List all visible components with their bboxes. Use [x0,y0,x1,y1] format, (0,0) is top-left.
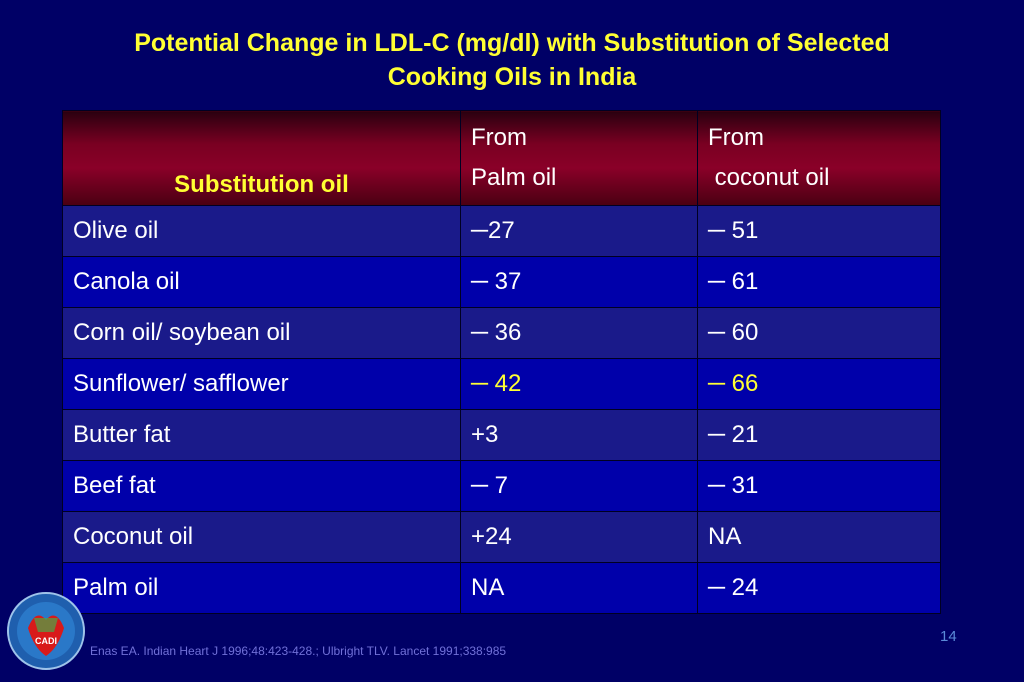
cell-palm-change: ─ 37 [460,256,698,308]
table-row: Canola oil ─ 37 ─ 61 [62,256,941,308]
header-palm-line-2: Palm oil [471,164,557,191]
header-coconut-line-1: From [708,124,764,151]
cell-coconut-change: ─ 24 [697,562,941,614]
header-coconut-line-2: coconut oil [708,164,830,191]
cell-coconut-change-highlighted: ─ 66 [697,358,941,410]
cell-oil: Beef fat [62,460,461,512]
cell-coconut-change: ─ 51 [697,205,941,257]
header-substitution-oil: Substitution oil [62,110,461,206]
cell-oil: Butter fat [62,409,461,461]
header-from-coconut-oil: From coconut oil [697,110,941,206]
cell-oil: Canola oil [62,256,461,308]
table-row: Palm oil NA ─ 24 [62,562,941,614]
citation-text: Enas EA. Indian Heart J 1996;48:423-428.… [90,644,507,658]
cell-coconut-change: ─ 31 [697,460,941,512]
header-from-palm-oil: From Palm oil [460,110,698,206]
cell-oil: Olive oil [62,205,461,257]
table-row: Olive oil ─27 ─ 51 [62,205,941,257]
table-row: Coconut oil +24 NA [62,511,941,563]
cell-coconut-change: ─ 60 [697,307,941,359]
logo-text: CADI [35,636,57,646]
slide-title-line-2: Cooking Oils in India [387,63,637,91]
cell-palm-change: ─27 [460,205,698,257]
cell-palm-change: NA [460,562,698,614]
table-row: Beef fat ─ 7 ─ 31 [62,460,941,512]
cell-oil: Palm oil [62,562,461,614]
cell-coconut-change: NA [697,511,941,563]
ldl-substitution-table: Substitution oil From Palm oil From coco… [62,110,941,614]
cadi-foundation-logo-icon: CADI [7,592,85,670]
cell-oil: Corn oil/ soybean oil [62,307,461,359]
header-palm-line-1: From [471,124,527,151]
cell-palm-change: +3 [460,409,698,461]
cell-palm-change-highlighted: ─ 42 [460,358,698,410]
table-row: Butter fat +3 ─ 21 [62,409,941,461]
table-row: Corn oil/ soybean oil ─ 36 ─ 60 [62,307,941,359]
cell-coconut-change: ─ 61 [697,256,941,308]
cell-coconut-change: ─ 21 [697,409,941,461]
cell-palm-change: +24 [460,511,698,563]
cell-palm-change: ─ 36 [460,307,698,359]
slide-title: Potential Change in LDL-C (mg/dl) with S… [0,26,1024,94]
table-row: Sunflower/ safflower ─ 42 ─ 66 [62,358,941,410]
cell-oil: Coconut oil [62,511,461,563]
page-number: 14 [940,628,957,645]
slide-title-line-1: Potential Change in LDL-C (mg/dl) with S… [134,29,890,57]
table-header-row: Substitution oil From Palm oil From coco… [62,110,941,206]
cell-palm-change: ─ 7 [460,460,698,512]
cell-oil: Sunflower/ safflower [62,358,461,410]
